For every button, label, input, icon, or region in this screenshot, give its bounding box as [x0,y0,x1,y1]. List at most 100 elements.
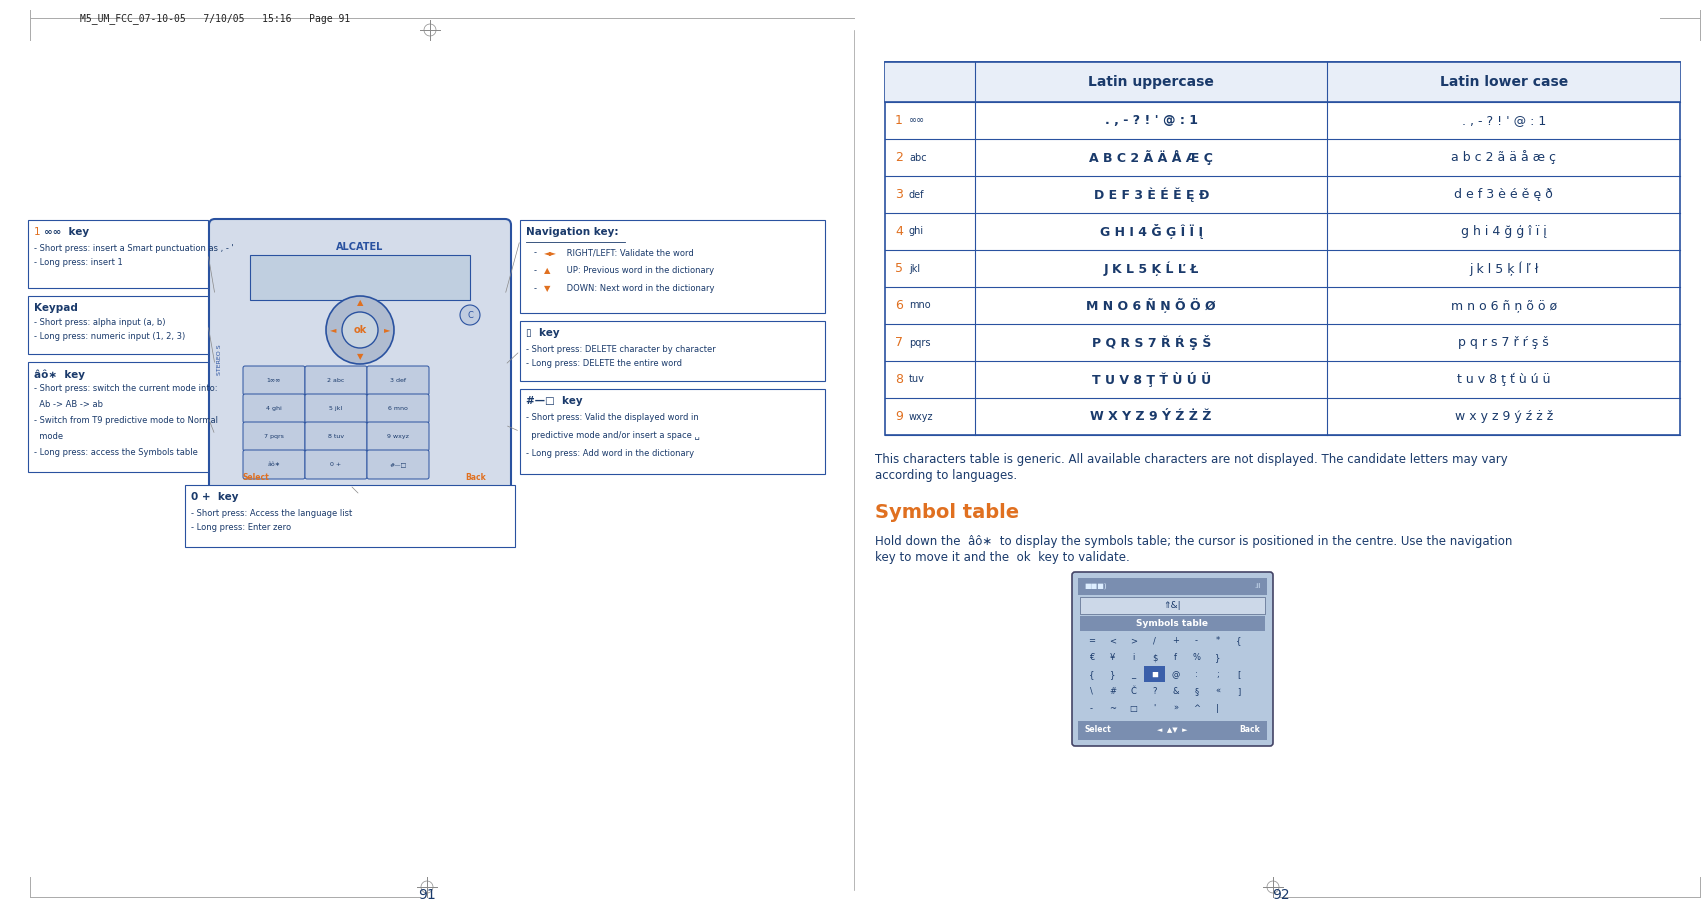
Text: - Long press: numeric input (1, 2, 3): - Long press: numeric input (1, 2, 3) [34,332,184,341]
Text: Select: Select [242,472,270,481]
Text: mode: mode [34,432,63,441]
Text: - Long press: DELETE the entire word: - Long press: DELETE the entire word [526,359,681,368]
Text: {: { [1087,670,1094,679]
Text: - Short press: Valid the displayed word in: - Short press: Valid the displayed word … [526,413,698,422]
Text: f: f [1173,653,1176,662]
Text: ~: ~ [1108,704,1115,713]
Text: key to move it and the  ok  key to validate.: key to move it and the ok key to validat… [874,551,1128,564]
Text: =: = [1087,636,1094,645]
Text: \: \ [1089,687,1092,696]
Bar [27,220,208,288]
Text: d e f 3 è é ě ę ð: d e f 3 è é ě ę ð [1454,188,1552,201]
Text: 3 def: 3 def [389,378,406,383]
Text: €: € [1087,653,1094,662]
Text: %: % [1191,653,1200,662]
Text: RIGHT/LEFT: Validate the word: RIGHT/LEFT: Validate the word [563,248,693,257]
Text: -: - [534,266,536,275]
Bar [184,485,516,547]
Text: STEREO S: STEREO S [217,345,222,375]
FancyBboxPatch shape [306,422,367,451]
Text: #—□  key: #—□ key [526,396,582,406]
Text: 8 tuv: 8 tuv [328,434,343,439]
Text: {: { [1236,636,1241,645]
Text: _: _ [1130,670,1135,679]
Text: *: * [1215,636,1219,645]
Text: .il: .il [1255,583,1260,589]
Bar [1079,597,1265,614]
FancyBboxPatch shape [242,394,306,423]
Text: - Short press: Access the language list: - Short press: Access the language list [191,509,352,518]
Bar [519,321,824,381]
Circle shape [326,296,394,364]
Text: w x y z 9 ý ź ż ž: w x y z 9 ý ź ż ž [1454,410,1552,423]
Text: - Switch from T9 predictive mode to Normal: - Switch from T9 predictive mode to Norm… [34,416,218,425]
Text: jkl: jkl [908,263,920,273]
Text: >: > [1130,636,1137,645]
Text: Navigation key:: Navigation key: [526,227,618,237]
Text: 0 +  key: 0 + key [191,492,239,502]
Text: ok: ok [353,325,367,335]
Text: 9 wxyz: 9 wxyz [387,434,408,439]
Text: [: [ [1236,670,1239,679]
Bar [27,296,208,354]
Text: ▲: ▲ [545,266,550,275]
Text: ∞∞  key: ∞∞ key [44,227,89,237]
Text: according to languages.: according to languages. [874,469,1017,482]
FancyBboxPatch shape [367,366,428,395]
Text: . , - ? ! ' @ : 1: . , - ? ! ' @ : 1 [1461,114,1545,127]
Text: - Long press: Add word in the dictionary: - Long press: Add word in the dictionary [526,449,693,458]
Text: abc: abc [908,152,927,162]
Text: :: : [1195,670,1197,679]
Text: §: § [1193,687,1198,696]
Circle shape [341,312,377,348]
Text: ▯  key: ▯ key [526,328,560,338]
Text: A B C 2 Ã Ä Å Æ Ç: A B C 2 Ã Ä Å Æ Ç [1089,150,1212,165]
Text: /: / [1152,636,1156,645]
Text: ∞∞: ∞∞ [908,116,925,126]
Text: ◼: ◼ [1151,670,1157,679]
Bar [1079,616,1265,631]
Text: ▼: ▼ [357,352,364,361]
Text: This characters table is generic. All available characters are not displayed. Th: This characters table is generic. All av… [874,453,1507,466]
Text: 8: 8 [894,373,903,386]
Text: mno: mno [908,301,930,311]
Text: UP: Previous word in the dictionary: UP: Previous word in the dictionary [563,266,714,275]
Text: C: C [466,311,473,319]
Text: def: def [908,190,923,200]
Text: □: □ [1128,704,1137,713]
FancyBboxPatch shape [367,422,428,451]
Text: p q r s 7 ř ŕ ş š: p q r s 7 ř ŕ ş š [1458,336,1548,349]
Text: ALCATEL: ALCATEL [336,242,384,252]
Text: - Long press: Enter zero: - Long press: Enter zero [191,523,290,532]
Text: Č: Č [1130,687,1135,696]
Text: 1∞∞: 1∞∞ [266,378,282,383]
Bar [1077,721,1267,740]
Text: tuv: tuv [908,374,923,384]
Bar [249,255,469,300]
Text: Latin uppercase: Latin uppercase [1087,75,1214,89]
Text: Keypad: Keypad [34,303,79,313]
Text: T U V 8 Ţ Ť Ù Ú Ü: T U V 8 Ţ Ť Ù Ú Ü [1091,372,1210,387]
Text: - Short press: insert a Smart punctuation as , - ': - Short press: insert a Smart punctuatio… [34,244,234,253]
FancyBboxPatch shape [306,366,367,395]
Text: G H I 4 Ğ Ģ Î Ï Į: G H I 4 Ğ Ģ Î Ï Į [1099,224,1202,239]
Text: âô∗: âô∗ [268,462,280,467]
Text: . , - ? ! ' @ : 1: . , - ? ! ' @ : 1 [1104,114,1197,127]
Text: -: - [534,248,536,257]
FancyBboxPatch shape [242,450,306,479]
Text: M5_UM_FCC_07-10-05   7/10/05   15:16   Page 91: M5_UM_FCC_07-10-05 7/10/05 15:16 Page 91 [80,13,350,24]
Bar [27,362,208,472]
Text: Symbols table: Symbols table [1135,618,1209,627]
Text: Ab -> AB -> ab: Ab -> AB -> ab [34,400,102,409]
Bar [1077,578,1267,595]
Text: -: - [534,284,536,293]
Bar [519,220,824,313]
Text: ]: ] [1236,687,1239,696]
Text: Back: Back [464,472,485,481]
Text: 1: 1 [894,114,903,127]
Text: 7: 7 [894,336,903,349]
Text: |: | [1215,704,1219,713]
Circle shape [459,305,480,325]
FancyBboxPatch shape [242,422,306,451]
FancyBboxPatch shape [208,219,510,501]
